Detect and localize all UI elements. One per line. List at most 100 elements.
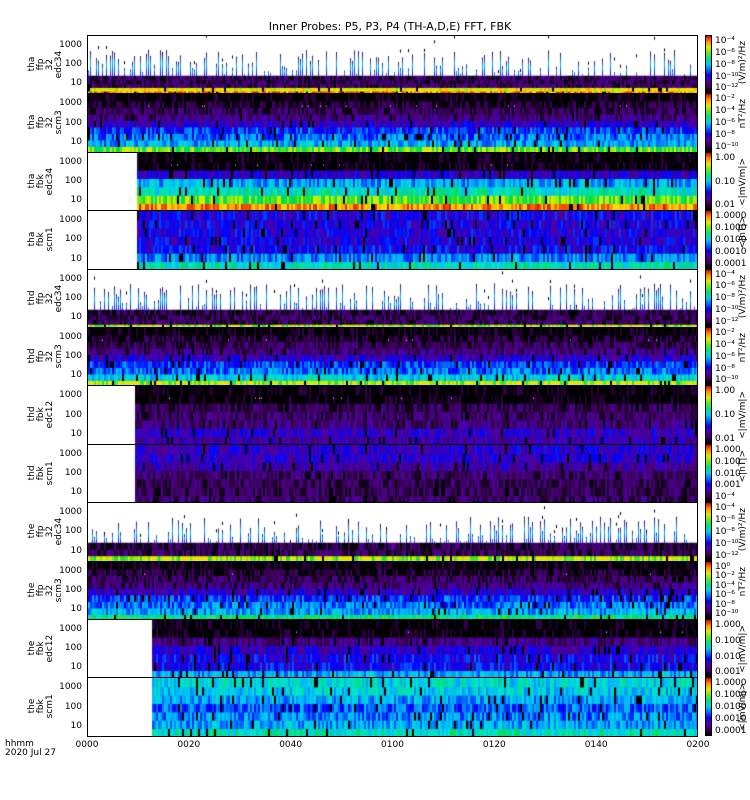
y-tick-label: 100 [64, 526, 82, 537]
y-tick-label: 1000 [59, 273, 82, 284]
y-tick-label: 10 [70, 311, 82, 322]
colorbar-unit: (V/m)²/Hz [738, 508, 748, 552]
y-tick-label: 10 [70, 195, 82, 206]
y-tick-label: 10 [70, 545, 82, 556]
colorbar-tick-label: 10⁻⁸ [715, 293, 735, 304]
colorbar-tick-label: 10⁻⁶ [715, 118, 735, 129]
y-tick-label: 10 [70, 253, 82, 264]
colorbar [705, 93, 712, 152]
y-tick-label: 10 [70, 136, 82, 147]
panel-label-line: edc12 [45, 634, 55, 663]
spectrogram-panel [87, 151, 698, 212]
panel-label-line: scm1 [45, 227, 55, 252]
colorbar [705, 443, 712, 503]
colorbar-tick-label: 10⁻¹⁰ [715, 538, 739, 549]
colorbar-unit: <|mV/m|> [738, 683, 748, 732]
colorbar-tick-label: 0.0001 [715, 725, 747, 736]
y-tick-label: 1000 [59, 215, 82, 226]
colorbar-tick-label: 0.010 [715, 468, 741, 479]
colorbar [705, 210, 712, 269]
colorbar-tick-label: 10⁻⁸ [715, 599, 735, 610]
colorbar-tick-label: 10⁻⁸ [715, 363, 735, 374]
colorbar-tick-label: 1.00 [715, 386, 736, 397]
y-tick-label: 1000 [59, 623, 82, 634]
panel-label: thd fbk edc12 [27, 389, 58, 439]
colorbar-tick-label: 10⁻⁸ [715, 59, 735, 70]
colorbar-tick-label: 1.00 [715, 152, 736, 163]
x-tick-label: 0120 [482, 740, 506, 750]
panel-label-line: scm1 [45, 694, 55, 719]
y-tick-label: 1000 [59, 331, 82, 342]
panel-label: the fbk scm1 [27, 681, 58, 731]
colorbar-tick-label: 10⁻¹² [715, 83, 739, 94]
panel-label: the ffp 32 edc34 [27, 506, 64, 556]
spectrogram-panel [87, 35, 698, 95]
spectrogram-panel [87, 560, 698, 620]
colorbar-tick-label: 10⁻² [715, 571, 735, 582]
colorbar-tick-label: 1.0000 [715, 211, 747, 222]
colorbar-unit: nT²/Hz [738, 99, 748, 129]
colorbar-tick-label: 0.001 [715, 480, 741, 491]
panel-label: tha ffp 32 scm3 [27, 97, 64, 147]
colorbar-tick-label: 1.000 [715, 620, 741, 630]
colorbar-unit: <|mV/m|> [738, 157, 748, 206]
colorbar-tick-label: 0.0010 [715, 246, 747, 257]
y-tick-label: 100 [64, 351, 82, 362]
y-tick-label: 100 [64, 175, 82, 186]
colorbar-tick-label: 10⁻⁴ [715, 580, 735, 591]
panel-label: thd ffp 32 scm3 [27, 331, 64, 381]
spectrogram-panel [87, 385, 698, 445]
y-tick-label: 10 [70, 603, 82, 614]
y-tick-label: 1000 [59, 39, 82, 50]
spectrogram-image [88, 444, 697, 503]
y-tick-label: 10 [70, 78, 82, 89]
y-tick-label: 1000 [59, 156, 82, 167]
spectrogram-image [88, 211, 697, 269]
y-tick-label: 10 [70, 370, 82, 381]
y-tick-label: 1000 [59, 448, 82, 459]
colorbar-tick-label: 10⁻⁶ [715, 351, 735, 362]
colorbar-unit: nT²/Hz [738, 333, 748, 363]
spectrogram-image [88, 269, 697, 327]
spectrogram-image [88, 386, 697, 444]
panel-label: tha fbk edc34 [27, 156, 58, 206]
y-tick-label: 10 [70, 487, 82, 498]
panel-label-line: edc34 [45, 167, 55, 195]
panel-label: the fbk edc12 [27, 623, 58, 673]
colorbar-tick-label: 10⁻² [715, 94, 735, 105]
y-tick-label: 100 [64, 292, 82, 303]
colorbar-unit: <|nT|> [738, 216, 748, 249]
spectrogram-panel [87, 327, 698, 387]
spectrogram-image [88, 328, 697, 386]
colorbar-tick-label: 10⁻⁶ [715, 590, 735, 601]
panel-label: tha ffp 32 edc34 [27, 39, 64, 89]
colorbar-tick-label: 10⁻⁴ [715, 503, 735, 514]
y-tick-label: 1000 [59, 390, 82, 401]
colorbar-tick-label: 0.0100 [715, 234, 747, 245]
colorbar-tick-label: 10⁻⁴ [715, 36, 735, 46]
colorbar [705, 619, 712, 678]
colorbar-tick-label: 10⁻⁶ [715, 515, 735, 526]
colorbar-tick-label: 0.0001 [715, 258, 747, 269]
chart-title: Inner Probes: P5, P3, P4 (TH-A,D,E) FFT,… [268, 20, 512, 33]
colorbar-tick-label: 0.10 [715, 176, 736, 187]
colorbar-tick-label: 0.1000 [715, 690, 747, 701]
colorbar-tick-label: 10⁻¹⁰ [715, 71, 739, 82]
colorbar-tick-label: 10⁻¹⁰ [715, 375, 739, 386]
y-tick-label: 1000 [59, 507, 82, 518]
colorbar-tick-label: 10⁻⁴ [715, 339, 735, 350]
y-tick-label: 10 [70, 428, 82, 439]
y-tick-label: 1000 [59, 98, 82, 109]
panel-label: the ffp 32 scm3 [27, 565, 64, 615]
colorbar-tick-label: 0.0100 [715, 702, 747, 713]
x-axis-label: hhmm [5, 739, 34, 749]
colorbar-tick-label: 10⁰ [715, 561, 731, 572]
colorbar-unit: <|mV/m|> [738, 391, 748, 440]
colorbar-unit: nT²/Hz [738, 566, 748, 596]
spectrogram-image [88, 561, 697, 619]
colorbar-tick-label: 0.001 [715, 667, 741, 678]
x-tick-label: 0000 [75, 740, 99, 750]
x-tick-label: 0100 [381, 740, 404, 750]
y-tick-label: 100 [64, 234, 82, 245]
colorbar [705, 151, 712, 211]
